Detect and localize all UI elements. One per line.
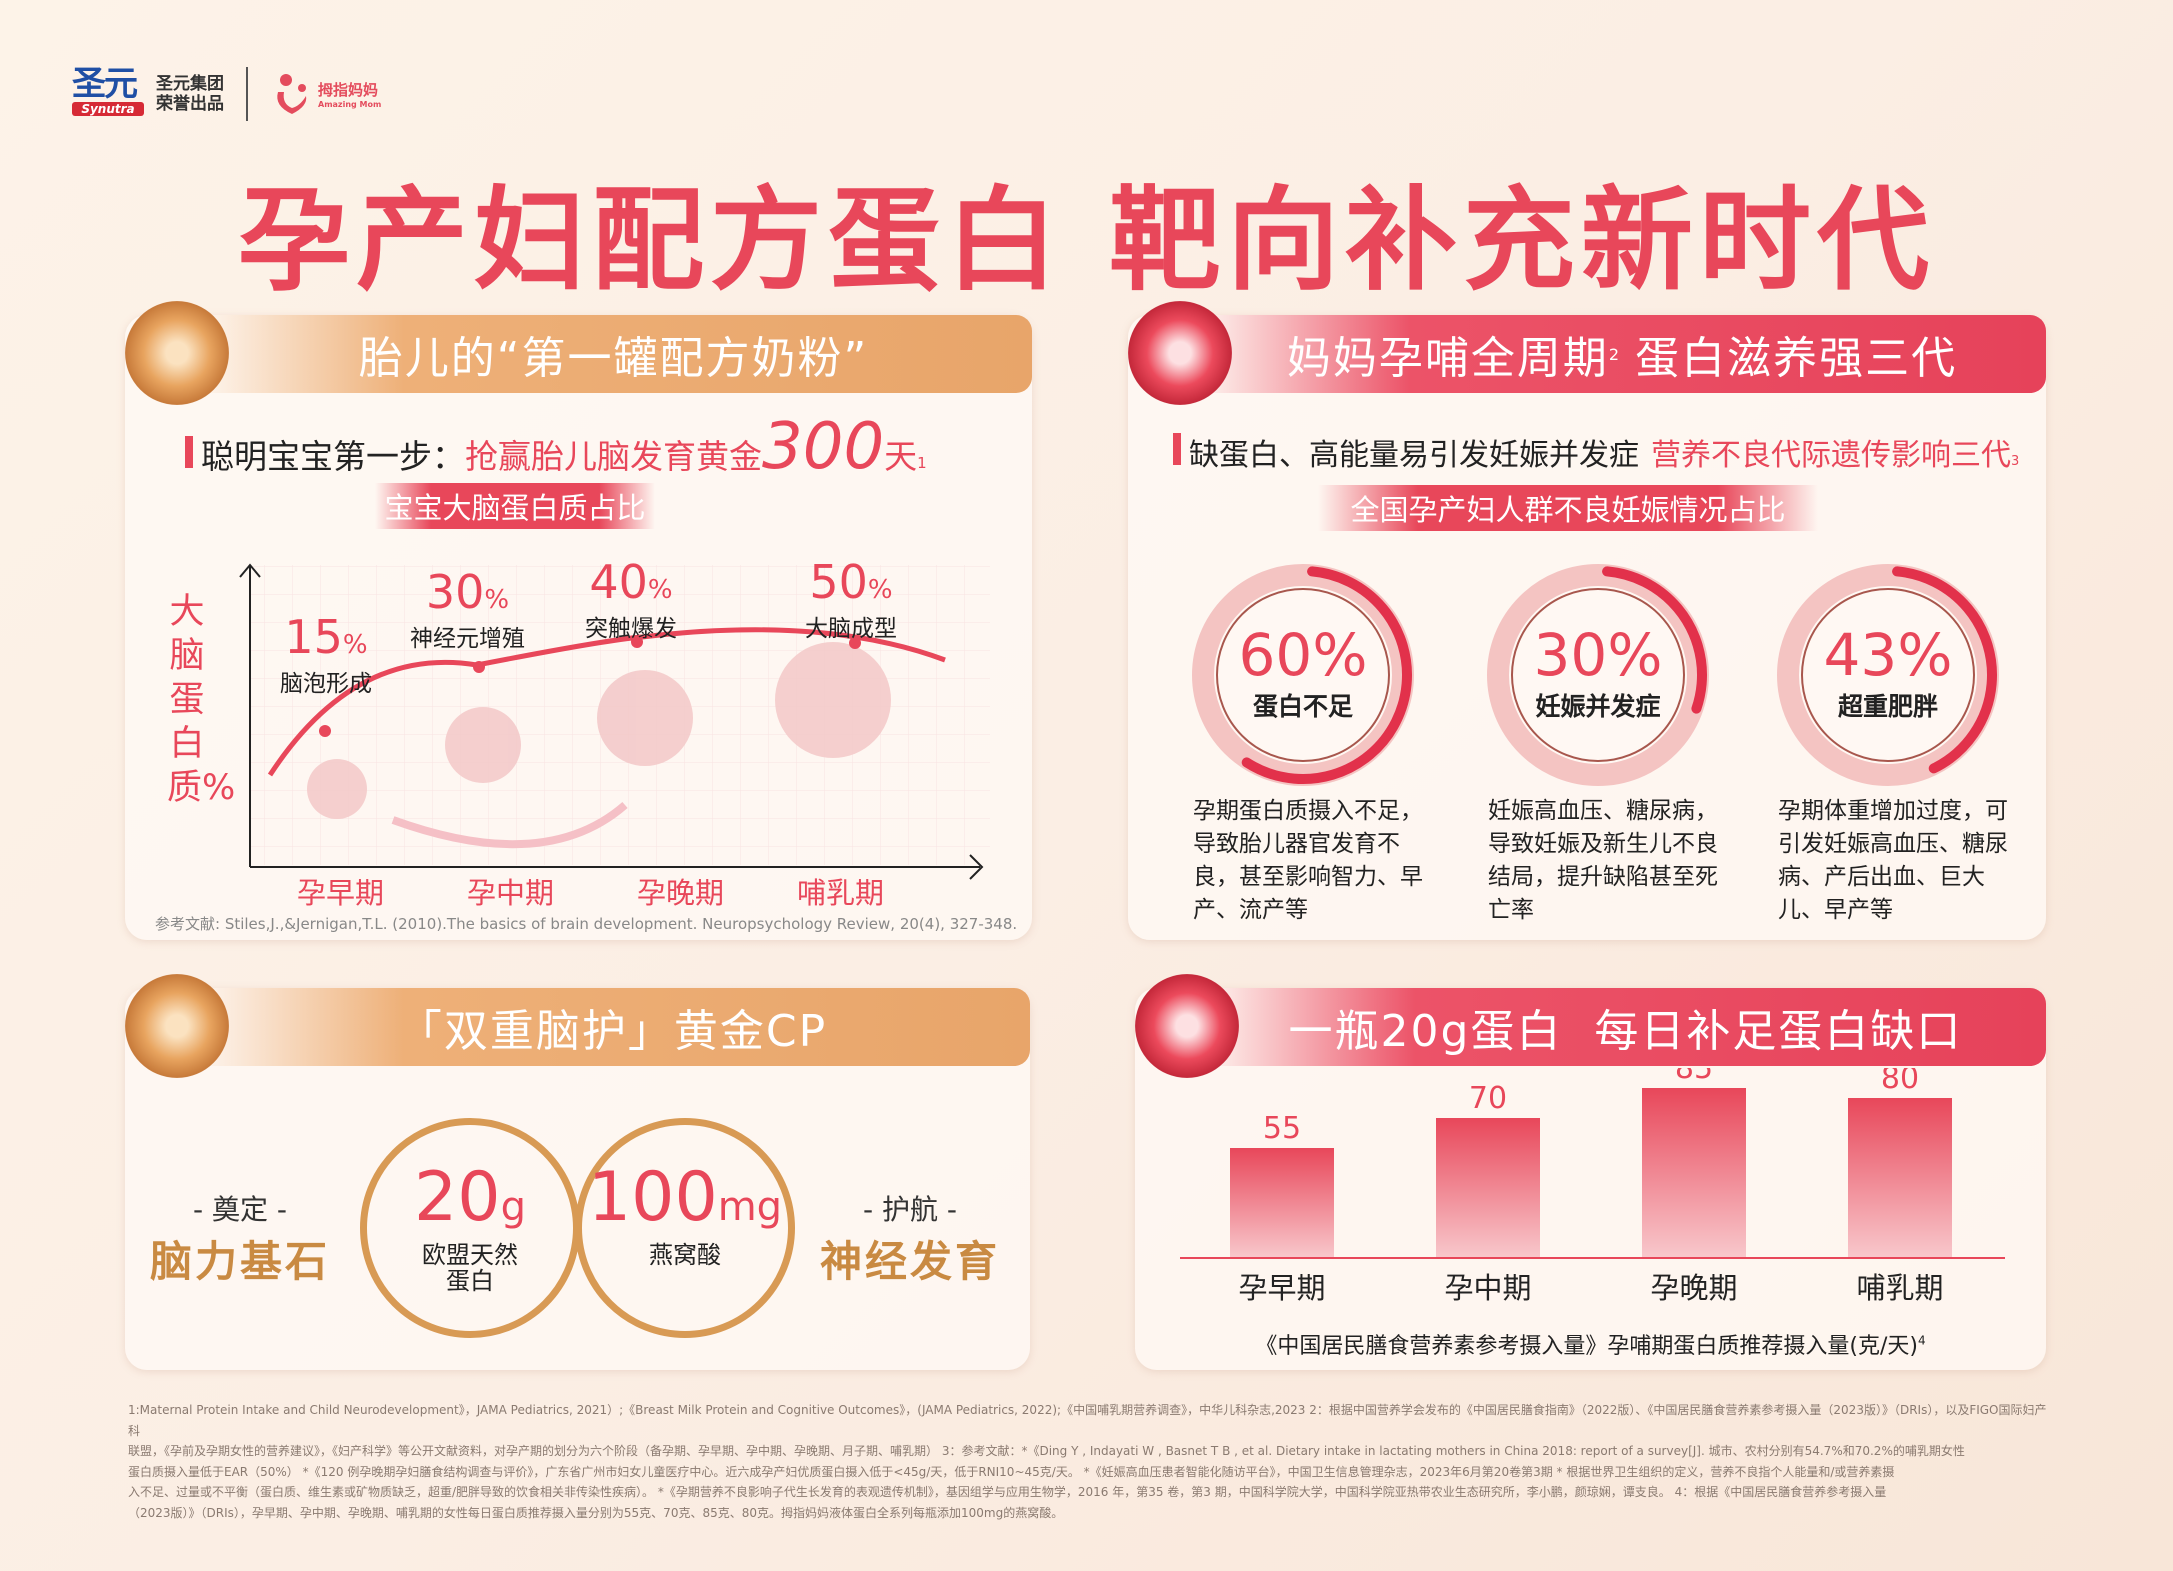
- progress-arrow: [391, 801, 628, 849]
- ring-gauge: [1192, 564, 1414, 786]
- panel-fetal-brain: 胎儿的“第一罐配方奶粉” 聪明宝宝第一步： 抢赢胎儿脑发育黄金 300 天 1 宝宝大脑…: [125, 301, 1032, 940]
- point-40: 40% 突触爆发: [585, 555, 677, 642]
- flower-icon: [125, 974, 229, 1078]
- bar-value-label: 85: [1675, 1068, 1713, 1086]
- bar-哺乳期: [1848, 1098, 1952, 1258]
- y-axis-label: 大脑蛋白质%: [167, 592, 236, 808]
- divider: [246, 67, 248, 121]
- category-label: 哺乳期: [1856, 1271, 1943, 1305]
- ring-gauge: [1777, 564, 1999, 786]
- flower-icon: [1128, 301, 1232, 405]
- synutra-logo: 圣元 Synutra: [72, 66, 144, 122]
- ring-protein: 20g 欧盟天然蛋白: [360, 1118, 580, 1338]
- gauge-fill-arc: [1779, 566, 1997, 784]
- panel-golden-cp: 「双重脑护」黄金CP - 奠定 - 脑力基石 20g 欧盟天然蛋白 100mg 燕窝酸…: [125, 974, 1030, 1370]
- panel-header: 妈妈孕哺全周期 2 蛋白滋养强三代: [1198, 315, 2046, 393]
- curve-points: [319, 636, 861, 737]
- ring-gauge: [1487, 564, 1709, 786]
- stage-label: 孕早期: [297, 876, 385, 910]
- gauge-0: 60% 蛋白不足: [1183, 555, 1423, 795]
- amazing-mom-logo: 拇指妈妈 Amazing Mom: [270, 72, 381, 116]
- section-pill: 全国孕产妇人群不良妊娠情况占比: [1318, 485, 1818, 531]
- panel-subtitle: 聪明宝宝第一步： 抢赢胎儿脑发育黄金 300 天 1: [185, 410, 927, 484]
- category-label: 孕中期: [1444, 1271, 1531, 1305]
- bar-value-label: 80: [1881, 1068, 1919, 1096]
- reference: 参考文献: Stiles,J.,&Jernigan,T.L. (2010).Th…: [155, 915, 1018, 933]
- point-30: 30% 神经元增殖: [410, 565, 525, 652]
- panel-header: 胎儿的“第一罐配方奶粉”: [195, 315, 1032, 393]
- protein-bar-chart: 55 孕早期 70 孕中期 85 孕晚期 80 哺乳期: [1180, 1068, 2005, 1305]
- panel-header: 一瓶20g蛋白 每日补足蛋白缺口: [1205, 988, 2046, 1066]
- growth-curve: [267, 627, 946, 777]
- gauge-1: 30% 妊娠并发症: [1478, 555, 1718, 795]
- panel-mom-cycle: 妈妈孕哺全周期 2 蛋白滋养强三代 缺蛋白、高能量易引发妊娠并发症 营养不良代际遗传影…: [1128, 301, 2046, 940]
- bar-孕早期: [1230, 1148, 1334, 1258]
- cp-left-text: - 奠定 - 脑力基石: [149, 1193, 330, 1286]
- ring-sialic-acid: 100mg 燕窝酸: [575, 1118, 795, 1338]
- bar-孕晚期: [1642, 1088, 1746, 1258]
- gauge-fill-arc: [1194, 566, 1412, 784]
- page-title: 孕产妇配方蛋白 靶向补充新时代: [238, 176, 1935, 306]
- y-axis: [239, 563, 261, 867]
- x-axis: [250, 854, 984, 880]
- brand-logos: 圣元 Synutra 圣元集团 荣誉出品 拇指妈妈 Amazing Mom: [72, 66, 381, 122]
- bar-value-label: 55: [1263, 1111, 1301, 1146]
- flower-icon: [1135, 974, 1239, 1078]
- gauge-fill-arc: [1489, 566, 1707, 784]
- flower-icon: [125, 301, 229, 405]
- gauge-description: 孕期蛋白质摄入不足，导致胎儿器官发育不良，甚至影响智力、早产、流产等: [1193, 798, 1423, 923]
- chart-caption: 《中国居民膳食营养素参考摄入量》孕哺期蛋白质推荐摄入量(克/天)4: [1255, 1333, 1926, 1359]
- heart-mother-icon: [277, 74, 307, 114]
- panel-header: 「双重脑护」黄金CP: [195, 988, 1030, 1066]
- gauge-description: 妊娠高血压、糖尿病，导致妊娠及新生儿不良结局，提升缺陷甚至死亡率: [1488, 798, 1718, 923]
- gauge-2: 43% 超重肥胖: [1768, 555, 2008, 795]
- stage-label: 孕晚期: [637, 876, 725, 910]
- gauge-description: 孕期体重增加过度，可引发妊娠高血压、糖尿病、产后出血、巨大儿、早产等: [1778, 798, 2008, 923]
- section-pill: 宝宝大脑蛋白质占比: [375, 483, 655, 529]
- point-15: 15% 脑泡形成: [280, 610, 372, 697]
- category-label: 孕早期: [1238, 1271, 1325, 1305]
- stage-label: 哺乳期: [797, 876, 885, 910]
- baby-head-illustrations: [307, 642, 891, 819]
- point-50: 50% 大脑成型: [805, 555, 897, 642]
- bar-孕中期: [1436, 1118, 1540, 1258]
- panel-subtitle: 缺蛋白、高能量易引发妊娠并发症 营养不良代际遗传影响三代 3: [1173, 430, 2019, 474]
- category-label: 孕晚期: [1650, 1271, 1737, 1305]
- group-credit: 圣元集团 荣誉出品: [156, 74, 224, 114]
- brain-growth-chart: [239, 563, 990, 880]
- cp-right-text: - 护航 - 神经发育: [819, 1193, 1000, 1286]
- stage-label: 孕中期: [467, 876, 555, 910]
- footnotes: 1:Maternal Protein Intake and Child Neur…: [128, 1403, 2047, 1520]
- panel-daily-protein: 一瓶20g蛋白 每日补足蛋白缺口 55 孕早期 70 孕中期 85 孕晚期 80 哺乳期 《中…: [1135, 974, 2046, 1370]
- bar-value-label: 70: [1469, 1081, 1507, 1116]
